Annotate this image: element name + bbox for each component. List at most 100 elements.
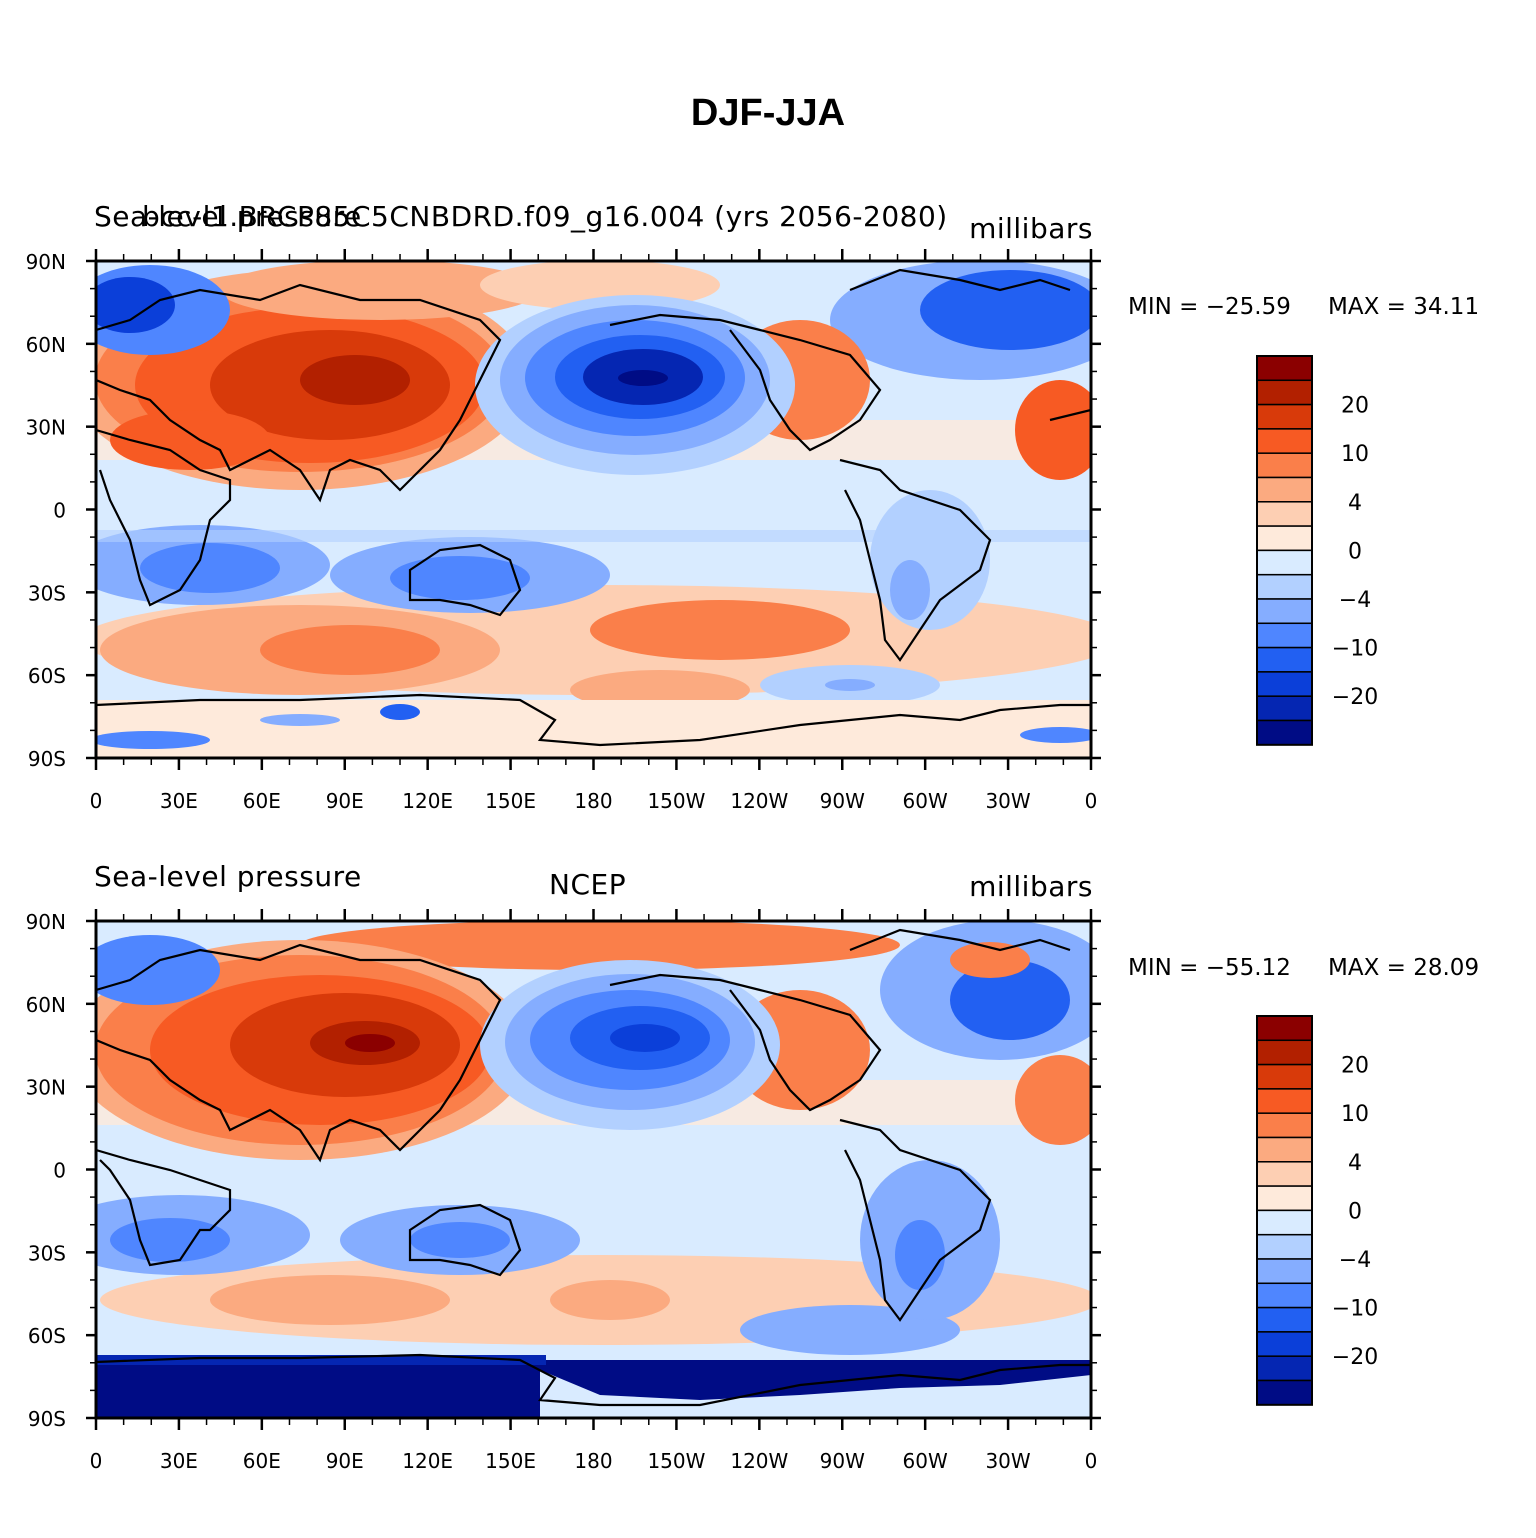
panel2-case-label: NCEP [549,868,627,901]
lat-tick-label: 90S [28,747,66,771]
panel2-coastlines [96,928,1091,1407]
colorbar-frame [1256,355,1313,746]
colorbar-swatch [1256,1161,1313,1187]
panel2-variable-label: Sea-level pressure [94,860,362,893]
colorbar-swatch [1256,549,1313,576]
panel2-atlantic-low-core [950,960,1070,1040]
colorbar-label: −20 [1332,685,1378,710]
panel2-asia-high-core [345,1034,395,1052]
colorbar-label: −4 [1339,588,1371,613]
panel1-atlantic-low-core [920,270,1091,350]
colorbar-swatch [1256,1355,1313,1382]
lon-tick-label: 90W [820,789,865,813]
panel1-indian-high-core [260,625,440,675]
panel1-lon-labels: 0 30E 60E 90E 120E 150E 180 150W 120W 90W 60W 30W 0 [90,789,1098,813]
lat-tick-label: 90N [26,250,66,274]
lon-tick-label: 60E [243,1449,281,1473]
colorbar-label: −10 [1332,1297,1378,1322]
colorbar-swatch [1256,525,1313,552]
panel1-antarctic-fill [96,700,1091,758]
lon-tick-label: 30W [985,1449,1030,1473]
lon-tick-label: 0 [90,789,103,813]
lat-tick-label: 30S [28,581,66,605]
colorbar-swatch [1256,1209,1313,1236]
colorbar-swatch [1256,1136,1313,1163]
colorbar-swatch [1256,719,1313,746]
panel1-azores-high [1015,380,1091,480]
panel2-arctic-high [300,921,900,970]
lon-tick-label: 150E [485,789,536,813]
panel1-africa-low-core [140,543,280,593]
panel1-antarctic-low-east [1020,727,1091,743]
lon-tick-label: 180 [574,1449,612,1473]
panel1-min-label: MIN = −25.59 [1128,294,1291,320]
colorbar-swatch [1256,1331,1313,1357]
panel1-map: 90N 60N 30N 0 30S 60S 90S 0 30E 60E 90E 120E 150E 18… [26,249,1101,813]
colorbar-frame [1256,1015,1313,1406]
panel2-pacific-high [550,1280,670,1320]
colorbar-swatch [1256,403,1313,430]
panel1-antarctic-low-center [380,704,420,720]
panel2-ticks [86,909,1101,1430]
lat-tick-label: 90N [26,910,66,934]
panel2-lon-labels: 0 30E 60E 90E 120E 150E 180 150W 120W 90W 60W 30W 0 [90,1449,1098,1473]
colorbar-swatch [1256,1039,1313,1066]
panel1-coastlines [96,268,1091,747]
colorbar-label: 4 [1348,1151,1362,1176]
colorbar-label: 10 [1341,1102,1369,1127]
colorbar-label: 0 [1348,1199,1362,1224]
lat-tick-label: 0 [53,499,66,523]
lat-tick-label: 60S [28,1324,66,1348]
colorbar-label: −20 [1332,1345,1378,1370]
panel2-samerica-low-core [895,1220,945,1290]
colorbar-swatch [1256,1282,1313,1309]
colorbar-swatch [1256,646,1313,673]
panel1-case-label: bcc-l1.BRCP85C5CNBDRD.f09_g16.004 (yrs 2… [142,200,948,233]
lon-tick-label: 60E [243,789,281,813]
colorbar-swatch [1256,598,1313,625]
colorbar-swatch [1256,1306,1313,1333]
colorbar-swatch [1256,622,1313,649]
panel2-map: 90N 60N 30N 0 30S 60S 90S 0 30E 60E 90E 120E 150E 18… [26,909,1101,1473]
lon-tick-label: 30E [160,789,198,813]
panel1-max-label: MAX = 34.11 [1328,294,1480,320]
panel1-europe-low-core [96,277,175,333]
panel1-antarctic-low-2 [260,714,340,726]
lon-tick-label: 60W [903,1449,948,1473]
colorbar-swatch [1256,452,1313,479]
panel2-aleutian-core [610,1024,680,1052]
colorbar-swatch [1256,573,1313,600]
colorbar-label: 20 [1341,394,1369,419]
panel1-arctic-ridge [220,261,540,320]
colorbar-swatch [1256,1112,1313,1139]
panel1-colorbar: 20 10 4 0 −4 −10 −20 [1256,355,1378,746]
lon-tick-label: 30W [985,789,1030,813]
colorbar-swatch [1256,1088,1313,1114]
lon-tick-label: 90W [820,1449,865,1473]
panel2-units-label: millibars [969,870,1093,903]
panel2-colorbar: 20 10 4 0 −4 −10 −20 [1256,1015,1378,1406]
panel2-min-label: MIN = −55.12 [1128,955,1291,981]
panel1-australia-low-core [390,556,530,600]
panel2-africa-low-core [110,1218,230,1262]
colorbar-swatch [1256,695,1313,722]
colorbar-label: 4 [1348,491,1362,516]
panel1-antarctic-low-west [96,731,210,749]
lon-tick-label: 150W [647,1449,705,1473]
panel2-antarctic-low-edge [96,1355,546,1365]
lon-tick-label: 60W [903,789,948,813]
lat-tick-label: 60N [26,333,66,357]
lon-tick-label: 120E [402,789,453,813]
colorbar-swatch [1256,1379,1313,1406]
panel2-greenland-high [950,942,1030,978]
panel1-samerica-low-core [890,560,930,620]
panel1-samerica-low [870,490,990,630]
colorbar-swatch [1256,1185,1313,1212]
panel1-units-label: millibars [969,212,1093,245]
panel2-australia-low-core [410,1222,510,1258]
colorbar-swatch [1256,379,1313,406]
panel1-pacific-high [590,600,850,660]
colorbar-swatch [1256,428,1313,454]
panel2-lat-labels: 90N 60N 30N 0 30S 60S 90S [26,910,66,1431]
colorbar-swatch [1256,1063,1313,1090]
